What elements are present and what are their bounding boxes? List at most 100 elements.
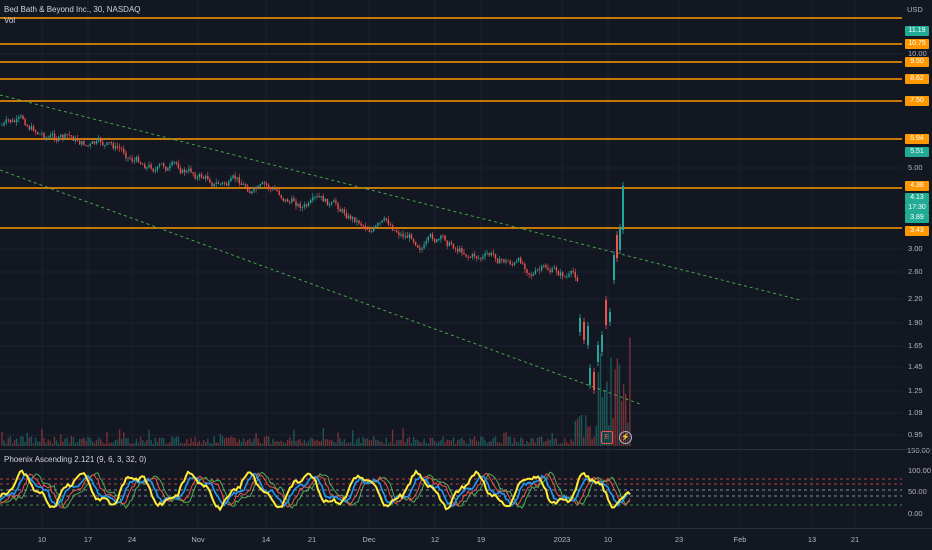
volume-bar [312,438,314,446]
candle-body [66,134,68,135]
volume-bar [106,431,108,446]
candle-body [268,184,270,189]
volume-bar [566,442,568,446]
flash-icon[interactable]: ⚡ [619,431,632,444]
earnings-marker[interactable]: E [601,431,613,444]
pane-divider[interactable] [0,449,932,450]
candle-body [156,166,159,171]
candle-body [398,232,400,236]
volume-legend[interactable]: Vol [4,16,16,25]
price-axis-label: 0.95 [908,430,923,439]
candle-body [570,270,572,275]
volume-bar [402,428,404,446]
date-axis-label[interactable]: 10 [37,535,47,544]
candle-body [209,178,211,183]
candle-body [425,240,427,245]
volume-bar [583,437,585,446]
date-axis-label[interactable]: Feb [733,535,747,544]
volume-bar [564,438,566,446]
price-tag: 5.51 [905,147,929,157]
volume-bar [22,436,24,446]
volume-bar [444,442,446,446]
candle-body [406,235,408,238]
candle-body [58,136,60,142]
volume-bar [244,441,247,446]
volume-bar [467,443,469,446]
volume-bar [192,441,194,446]
volume-bar [587,426,589,446]
horizontal-levels[interactable] [0,17,902,229]
candle-body [482,256,484,259]
candle-body [349,215,352,220]
candle-body [171,161,173,166]
date-axis-label[interactable]: 23 [674,535,684,544]
candle-body [448,242,450,246]
candle-body [402,234,404,237]
volume-bar [104,443,106,446]
date-axis-label[interactable]: 10 [603,535,613,544]
candle-body [242,184,245,186]
date-axis-label[interactable]: 21 [850,535,860,544]
candle-body [60,134,62,137]
candle-body [345,212,348,219]
candle-body [181,169,184,173]
date-axis-label[interactable]: 24 [127,535,137,544]
candle-body [520,257,522,264]
price-tag: 5.94 [905,134,929,144]
volume-bar [341,441,343,446]
volume-bar [158,437,161,446]
candle-body [473,253,476,257]
volume-bar [154,437,156,446]
price-axis-label: 2.60 [908,267,923,276]
volume-bar [408,437,411,446]
date-axis-label[interactable]: 13 [807,535,817,544]
date-axis-label[interactable]: 12 [430,535,440,544]
price-axis-label: 1.45 [908,362,923,371]
date-axis-label[interactable]: Dec [362,535,376,544]
date-axis-label[interactable]: Nov [191,535,205,544]
volume-bar [457,440,459,446]
candle-body [511,264,513,266]
date-axis-label[interactable]: 2023 [553,535,571,544]
price-axis-label: 10.00 [908,49,927,58]
candle-body [303,204,306,208]
candle-body [5,119,7,123]
candle-body [616,235,618,258]
symbol-title[interactable]: Bed Bath & Beyond Inc., 30, NASDAQ [4,5,141,14]
candle-body [261,182,264,185]
volume-bar [513,437,516,446]
volume-bar [272,438,274,446]
candle-body [579,318,581,332]
volume-bar [538,436,541,446]
candle-body [551,268,553,273]
candle-body [68,134,70,136]
volume-bar [475,440,478,446]
candle-body [186,170,188,173]
indicator-legend[interactable]: Phoenix Ascending 2.121 (9, 6, 3, 32, 0) [4,455,147,464]
volume-bar [129,443,131,446]
date-axis-label[interactable]: 14 [261,535,271,544]
candle-body [450,242,453,245]
candle-body [522,263,524,265]
candle-body [619,228,621,250]
candle-body [45,137,47,139]
candle-body [541,266,543,271]
volume-bar [163,438,165,446]
candle-body [142,164,144,165]
volume-bar [517,442,520,446]
date-axis-label[interactable]: 19 [476,535,486,544]
volume-bar [238,439,240,446]
candle-body [368,229,371,233]
grid-lines [0,0,902,528]
candle-body [322,196,324,202]
date-axis-label[interactable]: 21 [307,535,317,544]
volume-bar [410,443,413,446]
volume-bar [503,432,505,446]
volume-bar [181,443,184,446]
candle-body [444,235,446,241]
volume-bar [175,436,177,446]
volume-bar [230,436,232,446]
candle-body [295,201,297,207]
date-axis-label[interactable]: 17 [83,535,93,544]
